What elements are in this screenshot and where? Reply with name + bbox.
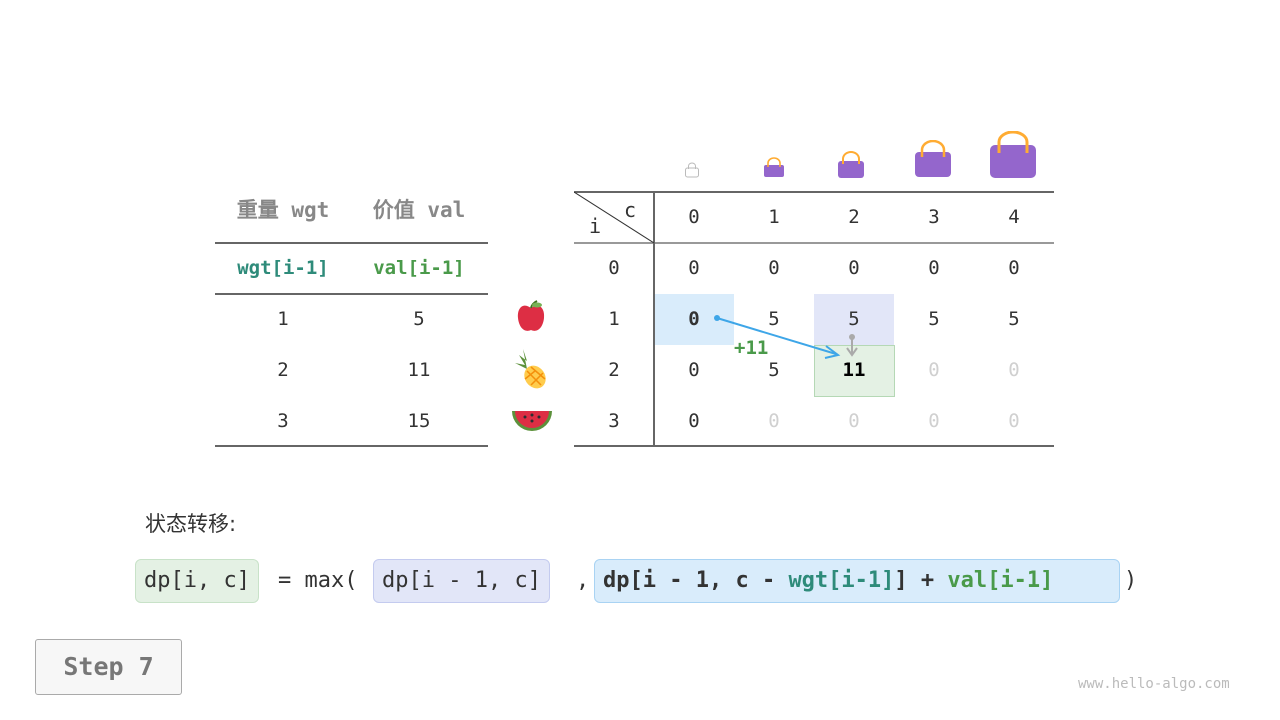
dp-cell: 0 [1008, 257, 1020, 279]
bag-icon-1 [764, 157, 784, 177]
dp-cell: 5 [768, 359, 780, 381]
dp-cell: 0 [688, 308, 700, 330]
formula-option-1: dp[i - 1, c] [373, 559, 550, 603]
formula-label: 状态转移: [145, 512, 237, 536]
apple-icon [517, 300, 545, 331]
pineapple-icon [515, 349, 546, 389]
dp-cell: 0 [848, 257, 860, 279]
capacity-header: 4 [1008, 206, 1020, 228]
capacity-header: 3 [928, 206, 940, 228]
header-wgt: 重量 wgt [236, 198, 330, 222]
capacity-header: 1 [768, 206, 780, 228]
formula-lhs: dp[i, c] [135, 559, 259, 603]
formula-close: ) [1124, 568, 1138, 593]
corner-i: i [589, 214, 602, 238]
dp-cell: 0 [928, 257, 940, 279]
row-label: 1 [608, 308, 620, 330]
capacity-header: 0 [688, 206, 700, 228]
opt2-val: val[i-1] [947, 568, 1054, 593]
dp-cell: 0 [928, 410, 940, 432]
plus-value-label: +11 [734, 337, 769, 359]
formula-option-2: dp[i - 1, c - wgt[i-1]] + val[i-1] [594, 559, 1120, 603]
watermark: www.hello-algo.com [1078, 676, 1230, 692]
item-wgt: 1 [277, 308, 289, 330]
opt2-wgt: wgt[i-1] [788, 568, 895, 593]
dp-cell: 0 [1008, 410, 1020, 432]
bag-icon-2 [838, 151, 864, 178]
item-val: 11 [407, 359, 431, 381]
formula-comma: , [576, 568, 590, 593]
opt2-mid: ] + [894, 568, 948, 593]
subheader-val: val[i-1] [373, 257, 465, 279]
item-wgt: 2 [277, 359, 289, 381]
step-button[interactable]: Step 7 [35, 639, 182, 695]
dp-cell: 0 [688, 257, 700, 279]
row-label: 0 [608, 257, 620, 279]
dp-cell: 0 [1008, 359, 1020, 381]
item-val: 5 [413, 308, 425, 330]
capacity-header: 2 [848, 206, 860, 228]
dp-cell: 5 [848, 308, 860, 330]
bag-icon-3 [915, 140, 951, 177]
dp-cell: 5 [928, 308, 940, 330]
corner-c: c [624, 198, 637, 222]
dp-cell: 0 [768, 410, 780, 432]
dp-cell: 0 [688, 359, 700, 381]
header-val: 价值 val [372, 198, 466, 222]
item-val: 15 [407, 410, 431, 432]
item-wgt: 3 [277, 410, 289, 432]
row-label: 3 [608, 410, 620, 432]
dp-cell: 0 [688, 410, 700, 432]
dp-cell: 0 [848, 410, 860, 432]
watermelon-icon [512, 411, 552, 431]
formula-eq: = max( [278, 568, 358, 593]
dp-cell: 5 [1008, 308, 1020, 330]
subheader-wgt: wgt[i-1] [237, 257, 329, 279]
opt2-prefix: dp[i - 1, c - [603, 568, 789, 593]
dp-cell: 0 [928, 359, 940, 381]
dp-cell: 0 [768, 257, 780, 279]
dp-cell: 11 [842, 359, 866, 381]
empty-bag-icon [685, 162, 699, 178]
row-label: 2 [608, 359, 620, 381]
bag-icon-4 [990, 131, 1036, 178]
